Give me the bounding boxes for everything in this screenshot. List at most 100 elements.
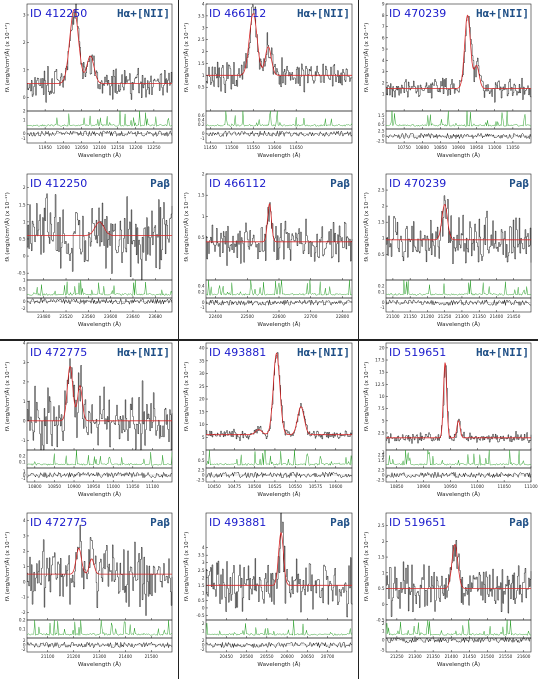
- x-tick-label: 21350: [426, 654, 440, 659]
- x-tick-label: 23480: [37, 314, 51, 319]
- y-tick-label: 10: [379, 394, 385, 399]
- y-tick-label: 10: [199, 422, 205, 427]
- x-tick-label: 21550: [499, 654, 513, 659]
- y-tick-label: 4: [202, 545, 205, 550]
- residual-y-tick-label: 0: [382, 473, 385, 478]
- y-tick-label: 3: [382, 69, 385, 74]
- observed-spectrum-line: [27, 193, 173, 281]
- spectrum-panel: 11450 11500 11550 11600 11650 0.5 1 1.5 2 2.5 3 3.5…: [179, 0, 359, 170]
- x-tick-label: 11550: [247, 145, 261, 150]
- x-tick-label: 21400: [490, 314, 504, 319]
- y-tick-label: 1: [23, 564, 26, 569]
- residual-axes: [385, 637, 532, 653]
- x-tick-label: 10800: [416, 145, 430, 150]
- sky-y-tick-label: 2.5: [378, 453, 385, 458]
- spectrum-figure: 22400 22500 22600 22700 22800 0.5 1 1.5 2 0.20.4 -…: [183, 172, 353, 328]
- residual-y-tick-label: -2: [21, 647, 26, 652]
- x-tick-label: 20550: [260, 654, 274, 659]
- y-tick-label: 1.5: [378, 555, 385, 560]
- x-tick-label: 20650: [301, 654, 315, 659]
- emission-line-label: Hα+[NII]: [476, 7, 529, 20]
- sky-y-tick-label: 1.5: [378, 113, 385, 118]
- sky-y-tick-label: 0.6: [198, 113, 205, 118]
- x-tick-label: 21400: [445, 654, 459, 659]
- residual-y-tick-label: -1: [200, 136, 205, 141]
- model-fit-line: [206, 12, 352, 76]
- model-fit-line: [386, 204, 531, 241]
- y-tick-label: -2: [21, 610, 26, 615]
- sky-spectrum-line: [385, 110, 532, 128]
- x-tick-label: 21300: [408, 654, 422, 659]
- x-tick-label: 10950: [444, 484, 458, 489]
- sky-spectrum-line: [385, 449, 532, 467]
- x-tick-label: 21600: [517, 654, 531, 659]
- y-tick-label: 0.5: [198, 598, 205, 603]
- sky-y-tick-label: 1: [382, 628, 385, 633]
- sky-y-tick-label: 1: [23, 278, 26, 283]
- y-axis-label: fλ (erg/s/cm²/Å) (x 10⁻¹⁷): [363, 362, 370, 432]
- y-tick-label: 8: [382, 13, 385, 18]
- y-axis-label: fλ (erg/s/cm²/Å) (x 10⁻¹⁷): [4, 532, 11, 602]
- y-tick-label: 2: [382, 204, 385, 209]
- y-tick-label: 2: [382, 80, 385, 85]
- sky-axes: [205, 449, 353, 469]
- sky-y-tick-label: 1: [23, 118, 26, 123]
- emission-line-label: Paβ: [150, 177, 170, 190]
- x-tick-label: 20700: [321, 654, 335, 659]
- y-tick-label: 0: [382, 602, 385, 607]
- x-tick-label: 10900: [67, 484, 81, 489]
- observed-spectrum-line: [386, 365, 532, 444]
- x-tick-label: 21450: [463, 654, 477, 659]
- x-tick-label: 10550: [289, 484, 303, 489]
- x-tick-label: 11950: [38, 145, 52, 150]
- residual-axes: [205, 128, 353, 144]
- y-tick-label: 30: [199, 371, 205, 376]
- residual-y-tick-label: 0: [382, 638, 385, 643]
- spectrum-figure: 11950 12000 12050 12100 12150 12200 12250 0 1 2 3 1…: [4, 3, 173, 159]
- y-tick-label: 0.5: [378, 252, 385, 257]
- x-axis-label: Wavelength (Å): [257, 661, 300, 668]
- x-tick-label: 21400: [119, 654, 133, 659]
- sky-axes: [26, 279, 173, 299]
- y-tick-label: -0.5: [17, 271, 26, 276]
- model-fit-line: [27, 9, 172, 84]
- y-tick-label: 3: [202, 25, 205, 30]
- y-tick-label: -0.5: [376, 618, 385, 623]
- residual-line: [26, 641, 173, 649]
- residual-y-tick-label: 2.5: [378, 129, 385, 134]
- x-tick-label: 23600: [104, 314, 118, 319]
- y-tick-label: -1: [21, 438, 26, 443]
- spectrum-figure: 23480 23520 23560 23600 23640 23680 -0.5 0 0.5 1 1…: [4, 173, 173, 328]
- x-tick-label: 21100: [41, 654, 55, 659]
- x-axis-label: Wavelength (Å): [78, 661, 121, 668]
- sky-y-tick-label: 0.5: [378, 122, 385, 127]
- observed-spectrum-line: [206, 202, 353, 266]
- x-tick-label: 21150: [404, 314, 418, 319]
- x-tick-label: 22600: [272, 314, 286, 319]
- residual-y-tick-label: -2.5: [196, 478, 205, 483]
- x-tick-label: 11600: [268, 145, 282, 150]
- spectrum-figure: 10800 10850 10900 10950 11000 11050 11100-1012…: [4, 341, 173, 498]
- y-tick-label: 3: [202, 560, 205, 565]
- sky-spectrum-line: [26, 619, 172, 637]
- sky-y-tick-label: 0.1: [378, 290, 385, 295]
- y-tick-label: 3: [23, 533, 26, 538]
- sky-spectrum-line: [26, 110, 173, 127]
- y-tick-label: 1: [23, 219, 26, 224]
- spectrum-figure: 10750 10800 10850 10900 10950 11000 11050 1 2 3 4 5…: [363, 2, 532, 159]
- residual-line: [26, 471, 173, 479]
- y-tick-label: 7.5: [378, 406, 385, 411]
- y-axis-label: fλ (erg/s/cm²/Å) (x 10⁻¹⁷): [183, 362, 190, 432]
- y-tick-label: 2: [23, 549, 26, 554]
- sky-spectrum-line: [205, 110, 353, 128]
- sky-axes: [385, 619, 532, 639]
- residual-line: [205, 299, 353, 306]
- panel-separator: [358, 340, 360, 679]
- residual-y-tick-label: 0: [23, 643, 26, 648]
- y-axis-label: fλ (erg/s/cm²/Å) (x 10⁻¹⁷): [363, 23, 370, 93]
- residual-y-tick-label: 0: [202, 300, 205, 305]
- x-tick-label: 10950: [470, 145, 484, 150]
- y-tick-label: 2.5: [378, 523, 385, 528]
- model-fit-line: [27, 221, 172, 236]
- residual-axes: [385, 297, 532, 313]
